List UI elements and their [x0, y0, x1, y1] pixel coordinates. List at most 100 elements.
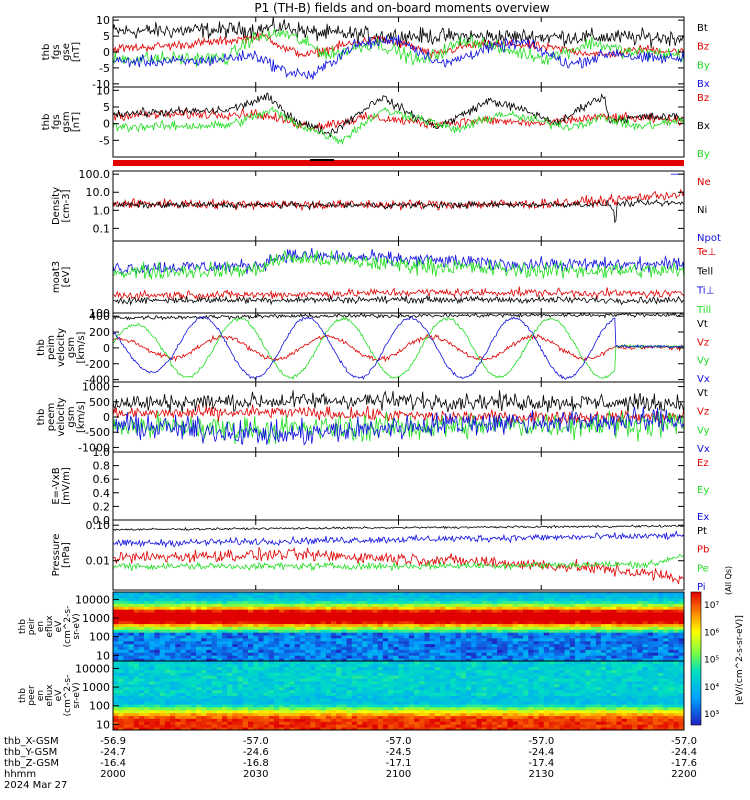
spectrogram-cell: [305, 626, 311, 630]
spectrogram-cell: [481, 675, 488, 679]
spectrogram-cell: [476, 594, 482, 599]
spectrogram-cell: [170, 655, 176, 659]
spectrogram-cell: [486, 681, 493, 685]
spectrogram-cell: [320, 661, 327, 665]
spectrogram-cell: [512, 709, 519, 714]
spectrogram-cell: [222, 638, 228, 642]
spectrogram-cell: [377, 609, 384, 613]
spectrogram-cell: [133, 681, 140, 685]
spectrogram-cell: [362, 609, 368, 613]
spectrogram-cell: [341, 635, 347, 639]
spectrogram-cell: [388, 649, 394, 653]
spectrogram-cell: [279, 603, 285, 607]
spectrogram-cell: [486, 698, 493, 702]
spectrogram-cell: [289, 600, 296, 604]
spectrogram-cell: [507, 626, 514, 630]
spectrogram-cell: [284, 701, 290, 705]
y-axis-label: Density: [51, 187, 62, 225]
spectrogram-cell: [325, 615, 332, 619]
spectrogram-cell: [357, 597, 363, 602]
spectrogram-cell: [258, 603, 264, 607]
spectrogram-cell: [159, 681, 166, 685]
spectrogram-cell: [621, 615, 628, 619]
spectrogram-cell: [388, 695, 394, 699]
spectrogram-cell: [170, 672, 176, 676]
spectrogram-cell: [268, 652, 275, 656]
spectrogram-cell: [336, 603, 342, 607]
spectrogram-cell: [273, 629, 280, 633]
spectrogram-cell: [408, 727, 415, 731]
spectrogram-cell: [455, 646, 462, 650]
spectrogram-cell: [481, 626, 488, 630]
spectrogram-cell: [118, 646, 124, 650]
spectrogram-cell: [144, 689, 150, 694]
spectrogram-cell: [315, 640, 321, 645]
spectrogram-cell: [310, 626, 316, 630]
spectrogram-cell: [289, 603, 296, 607]
spectrogram-cell: [263, 724, 270, 728]
spectrogram-cell: [668, 617, 674, 622]
spectrogram-cell: [227, 684, 233, 688]
spectrogram-cell: [538, 681, 545, 685]
spectrogram-cell: [502, 709, 508, 714]
spectrogram-cell: [305, 638, 311, 642]
spectrogram-cell: [486, 606, 493, 610]
spectrogram-cell: [159, 626, 166, 630]
spectrogram-cell: [185, 635, 192, 639]
spectrogram-cell: [647, 623, 654, 627]
spectrogram-cell: [632, 623, 638, 627]
spectrogram-cell: [180, 635, 187, 639]
spectrogram-cell: [170, 597, 176, 602]
spectrogram-cell: [237, 724, 244, 728]
spectrogram-cell: [154, 675, 161, 679]
spectrogram-cell: [497, 620, 503, 625]
spectrogram-cell: [113, 718, 119, 722]
spectrogram-cell: [486, 623, 493, 627]
spectrogram-cell: [528, 620, 534, 625]
spectrogram-cell: [284, 594, 290, 599]
spectrogram-cell: [320, 612, 327, 616]
spectrogram-cell: [216, 632, 223, 636]
spectrogram-cell: [658, 606, 664, 610]
spectrogram-cell: [357, 638, 363, 642]
spectrogram-cell: [393, 715, 399, 719]
spectrogram-cell: [632, 609, 638, 613]
y-axis-label: thb: [18, 619, 28, 634]
legend-Vt: Vt: [697, 319, 708, 330]
spectrogram-cell: [232, 715, 238, 719]
spectrogram-cell: [164, 724, 171, 728]
spectrogram-cell: [455, 623, 462, 627]
spectrogram-cell: [320, 721, 327, 725]
spectrogram-cell: [367, 603, 373, 607]
spectrogram-cell: [502, 698, 508, 702]
spectrogram-cell: [357, 626, 363, 630]
spectrogram-cell: [580, 592, 586, 596]
spectrogram-cell: [403, 603, 410, 607]
spectrogram-cell: [481, 678, 488, 682]
spectrogram-cell: [678, 649, 685, 653]
spectrogram-cell: [216, 652, 223, 656]
spectrogram-cell: [118, 635, 124, 639]
spectrogram-cell: [133, 638, 140, 642]
spectrogram-cell: [466, 681, 472, 685]
spectrogram-cell: [253, 695, 259, 699]
spectrogram-cell: [279, 669, 285, 673]
spectrogram-cell: [216, 649, 223, 653]
spectrogram-cell: [481, 617, 488, 622]
spectrogram-cell: [491, 638, 498, 642]
spectrogram-cell: [325, 718, 332, 722]
spectrogram-cell: [149, 698, 155, 702]
spectrogram-cell: [533, 709, 540, 714]
spectrogram-cell: [424, 718, 431, 722]
spectrogram-cell: [398, 629, 405, 633]
spectrogram-cell: [538, 695, 545, 699]
spectrogram-cell: [164, 638, 171, 642]
spectrogram-cell: [227, 629, 233, 633]
spectrogram-cell: [248, 704, 254, 708]
spectrogram-cell: [497, 635, 503, 639]
spectrogram-cell: [268, 686, 275, 691]
spectrogram-cell: [357, 721, 363, 725]
